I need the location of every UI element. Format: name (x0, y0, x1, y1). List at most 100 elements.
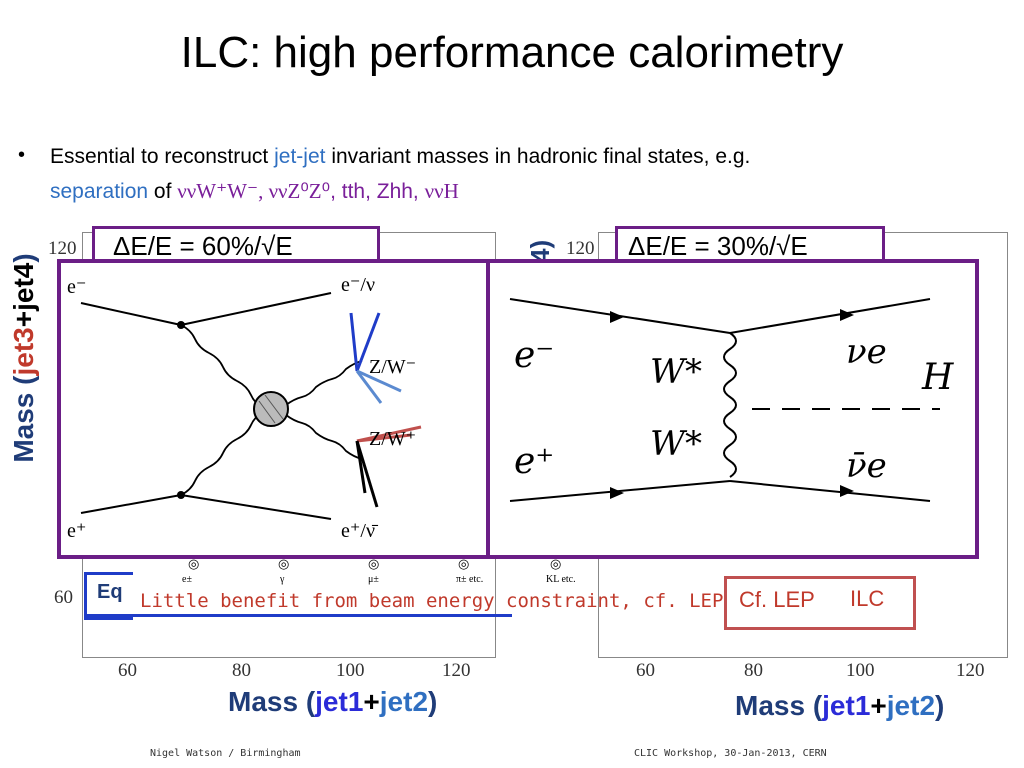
slide-title: ILC: high performance calorimetry (180, 28, 844, 77)
feynman-divider (486, 259, 490, 559)
x-label-plus-right: + (870, 690, 887, 721)
x-label-jet1: jet1 (315, 686, 364, 717)
x-label-mass: Mass ( (228, 686, 316, 717)
bullet-of: of (148, 180, 178, 203)
x-label-plus: + (363, 686, 380, 717)
boson-line (723, 332, 737, 478)
bullet-line-1: Essential to reconstruct jet-jet invaria… (50, 140, 990, 174)
boson-line (180, 324, 266, 410)
arrow-icon (840, 309, 854, 321)
blob-vertex (253, 391, 289, 427)
arrow-icon (610, 311, 624, 323)
left-x-axis-label: Mass (jet1+jet2) (228, 686, 437, 718)
cf-lep-text: Cf. LEP (739, 587, 815, 612)
particle-gamma: γ (280, 574, 285, 585)
feynman-left-diagram: e⁻ e⁺ e⁻/ν Z/W⁻ Z/W⁺ e⁺/ν̄ (67, 274, 422, 542)
right-x-tick-60: 60 (636, 660, 655, 681)
footer-right: CLIC Workshop, 30-Jan-2013, CERN (634, 748, 827, 759)
bullet-jet-1: jet (274, 145, 297, 168)
y-label-mass: Mass ( (8, 375, 39, 463)
label-e-plus: e⁺ (67, 520, 86, 542)
bullet-process-2: , tth, Zhh, (330, 180, 425, 203)
y-label-jet3: jet3 (8, 327, 39, 376)
label-e-plus: e⁺ (514, 441, 554, 482)
y-label-jet4: jet4 (8, 262, 39, 311)
bullet-dash: - (296, 145, 304, 168)
right-x-axis-label: Mass (jet1+jet2) (735, 690, 944, 722)
bullet-text-a: Essential to reconstruct (50, 145, 275, 168)
left-x-tick-120: 120 (442, 660, 471, 681)
right-x-tick-100: 100 (846, 660, 875, 681)
label-e-minus: e⁻ (67, 276, 86, 298)
arrow-icon (840, 485, 854, 497)
feynman-right-diagram: e⁻ e⁺ W* W* νe ν̄e H (509, 298, 954, 502)
label-w-bottom: W* (650, 424, 702, 464)
x-label-mass-right: Mass ( (735, 690, 823, 721)
left-x-tick-100: 100 (336, 660, 365, 681)
footer-left: Nigel Watson / Birmingham (150, 748, 301, 759)
particle-kl: KL etc. (546, 574, 576, 585)
x-label-jet1-right: jet1 (822, 690, 871, 721)
hatch (264, 394, 284, 420)
label-nu-e: νe (846, 332, 887, 372)
fermion-line (80, 302, 182, 326)
particle-pi: π± etc. (456, 574, 484, 585)
target-icon: ◎ (368, 556, 380, 571)
particle-row: ◎ e± ◎ γ ◎ μ± ◎ π± etc. ◎ KL etc. (170, 556, 610, 596)
target-icon: ◎ (188, 556, 200, 571)
bullet-text: Essential to reconstruct jet-jet invaria… (50, 140, 990, 209)
bullet-marker: • (18, 144, 26, 166)
eq-text: Eq (97, 581, 123, 603)
fermion-line (509, 480, 731, 502)
target-icon: ◎ (458, 556, 470, 571)
fermion-line (180, 494, 332, 520)
label-e-minus: e⁻ (514, 335, 554, 376)
left-x-tick-80: 80 (232, 660, 251, 681)
particle-mu: μ± (368, 574, 379, 585)
beam-constraint-note: Little benefit from beam energy constrai… (140, 590, 724, 612)
jet-line-blue (355, 370, 383, 404)
right-x-tick-120: 120 (956, 660, 985, 681)
label-nubar-e: ν̄e (846, 446, 887, 486)
left-plot-x-ticks: 60 80 100 120 (110, 660, 490, 684)
label-higgs: H (921, 357, 954, 398)
arrow-icon (610, 487, 624, 499)
jet-line-blue (349, 312, 359, 372)
bullet-line-2: separation of ννW⁺W⁻, ννZ⁰Z⁰, tth, Zhh, … (50, 174, 990, 209)
right-plot-y-tick-top: 120 (566, 238, 595, 259)
jet-line-black (355, 440, 379, 508)
left-y-axis-label: Mass (jet3+jet4) (8, 208, 48, 508)
label-zw-plus: Z/W⁺ (369, 428, 416, 450)
eq-underline (84, 614, 512, 617)
jet-line-red (356, 433, 412, 443)
cf-lep-box: Cf. LEP (724, 576, 916, 630)
x-label-jet2: jet2 (379, 686, 429, 717)
right-x-tick-80: 80 (744, 660, 763, 681)
left-plot-y-tick-bottom: 60 (54, 587, 73, 608)
label-zw-minus: Z/W⁻ (369, 356, 416, 378)
ilc-overlap-text: ILC (850, 586, 885, 611)
middle-y-label-fragment: 4) (525, 239, 555, 263)
target-icon: ◎ (278, 556, 290, 571)
right-plot-x-ticks: 60 80 100 120 (626, 660, 1016, 684)
boson-line (285, 414, 363, 460)
label-w-top: W* (650, 352, 702, 392)
particle-e: e± (182, 574, 192, 585)
boson-line (285, 360, 363, 406)
x-label-jet2-right: jet2 (886, 690, 936, 721)
y-label-plus: + (8, 310, 39, 328)
bullet-text-b: invariant masses in hadronic final state… (325, 145, 751, 168)
bullet-process-1: ννW⁺W⁻, ννZ⁰Z⁰ (177, 179, 331, 203)
x-label-close: ) (428, 686, 438, 717)
left-x-tick-60: 60 (118, 660, 137, 681)
left-resolution-text: ΔE/E = 60%/√E (113, 231, 293, 261)
right-resolution-text: ΔE/E = 30%/√E (628, 231, 808, 261)
label-out-bottom: e⁺/ν̄ (341, 520, 379, 542)
bullet-process-3: ννH (424, 179, 459, 203)
hatch (258, 400, 276, 424)
left-plot-y-tick-top: 120 (48, 238, 77, 259)
target-icon: ◎ (550, 556, 562, 571)
boson-line (180, 410, 266, 496)
jet-line-blue (356, 369, 402, 393)
fermion-line (80, 494, 182, 514)
